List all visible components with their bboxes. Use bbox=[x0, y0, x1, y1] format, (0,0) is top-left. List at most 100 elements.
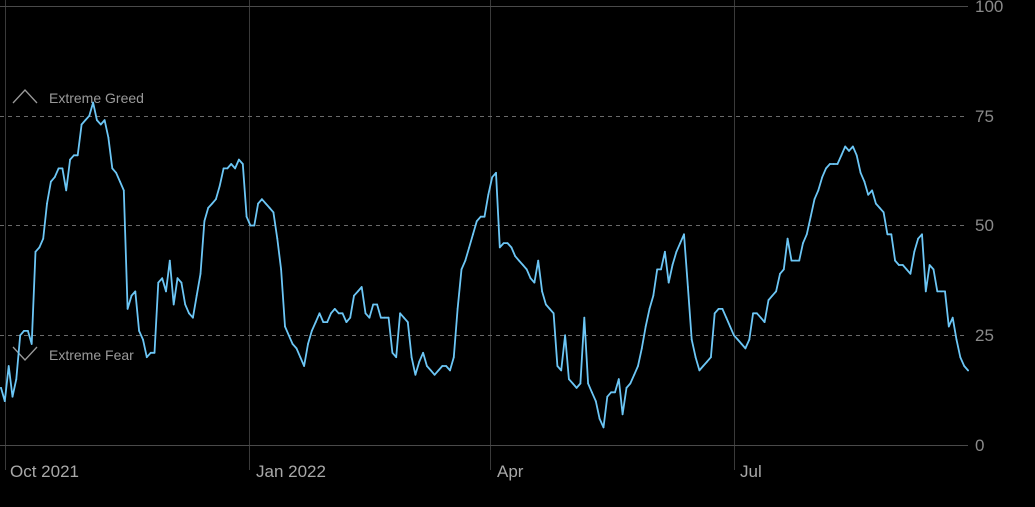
data-point bbox=[11, 395, 14, 398]
data-point bbox=[660, 268, 662, 271]
data-point bbox=[514, 255, 517, 258]
data-point bbox=[575, 387, 578, 389]
data-point bbox=[380, 316, 382, 319]
data-point bbox=[295, 347, 298, 350]
data-point bbox=[184, 303, 187, 306]
data-point bbox=[142, 338, 144, 341]
data-point bbox=[721, 308, 724, 310]
data-point bbox=[172, 303, 175, 306]
data-point bbox=[188, 312, 190, 315]
data-point bbox=[882, 211, 885, 214]
data-point bbox=[418, 360, 421, 363]
data-point bbox=[740, 343, 743, 345]
data-point bbox=[748, 338, 751, 341]
data-point bbox=[759, 316, 762, 319]
data-point bbox=[583, 316, 586, 319]
data-point bbox=[42, 237, 45, 240]
data-point bbox=[863, 180, 866, 183]
data-point bbox=[629, 382, 632, 385]
data-point bbox=[640, 347, 643, 350]
y-tick-25: 25 bbox=[975, 326, 994, 345]
data-point bbox=[276, 237, 279, 240]
data-point bbox=[967, 369, 969, 372]
data-point bbox=[951, 316, 954, 319]
data-point bbox=[683, 233, 685, 236]
data-point bbox=[736, 338, 739, 341]
data-point bbox=[917, 237, 919, 240]
data-point bbox=[487, 193, 490, 196]
data-point bbox=[449, 369, 451, 372]
data-point bbox=[410, 356, 413, 359]
y-tick-0: 0 bbox=[975, 436, 984, 455]
data-point bbox=[947, 325, 950, 328]
data-point bbox=[30, 343, 33, 345]
data-point bbox=[821, 176, 824, 179]
data-point bbox=[959, 356, 962, 359]
data-point bbox=[441, 365, 444, 367]
data-point bbox=[844, 145, 847, 148]
data-point bbox=[698, 369, 701, 372]
data-point bbox=[360, 286, 363, 288]
data-point bbox=[867, 193, 870, 196]
data-point bbox=[3, 400, 6, 402]
data-point bbox=[134, 290, 137, 293]
data-point bbox=[921, 233, 923, 236]
data-point bbox=[878, 207, 881, 209]
data-point bbox=[848, 150, 850, 152]
data-point bbox=[330, 312, 332, 315]
data-point bbox=[671, 264, 674, 266]
data-point bbox=[203, 220, 206, 223]
data-point bbox=[307, 343, 309, 345]
data-point bbox=[729, 325, 731, 328]
data-point bbox=[165, 290, 167, 293]
data-point bbox=[138, 330, 141, 332]
data-point bbox=[149, 351, 152, 354]
data-point bbox=[19, 334, 22, 337]
data-point bbox=[437, 369, 440, 372]
data-point bbox=[88, 114, 91, 117]
data-point bbox=[909, 272, 912, 275]
data-point bbox=[475, 220, 478, 223]
data-point bbox=[238, 158, 240, 161]
data-point bbox=[15, 378, 18, 380]
data-point bbox=[556, 365, 559, 367]
data-point bbox=[103, 119, 106, 121]
x-tick-jan-2022: Jan 2022 bbox=[256, 462, 326, 481]
data-point bbox=[717, 308, 720, 310]
data-point bbox=[779, 272, 781, 275]
data-point bbox=[318, 312, 321, 315]
data-point bbox=[763, 321, 766, 323]
data-point bbox=[399, 312, 401, 315]
data-point bbox=[602, 426, 605, 429]
data-point bbox=[855, 154, 858, 157]
data-point bbox=[468, 246, 471, 249]
data-point bbox=[667, 281, 670, 284]
data-point bbox=[264, 202, 267, 205]
data-point bbox=[157, 281, 160, 284]
data-point bbox=[333, 308, 336, 310]
data-point bbox=[268, 207, 271, 209]
data-point bbox=[752, 312, 754, 315]
data-point bbox=[702, 365, 705, 367]
data-point bbox=[913, 250, 916, 253]
data-point bbox=[107, 136, 110, 139]
data-point bbox=[664, 250, 666, 253]
data-point bbox=[111, 167, 114, 170]
data-point bbox=[782, 268, 785, 271]
data-point bbox=[341, 312, 344, 315]
data-point bbox=[809, 215, 812, 218]
data-point bbox=[928, 264, 931, 266]
data-point bbox=[518, 259, 520, 262]
data-point bbox=[180, 281, 183, 284]
data-point bbox=[207, 207, 210, 209]
data-point bbox=[326, 321, 329, 323]
data-point bbox=[648, 308, 651, 310]
data-point bbox=[161, 277, 164, 280]
data-point bbox=[890, 233, 893, 236]
data-point bbox=[545, 303, 547, 306]
data-points bbox=[0, 101, 969, 429]
data-point bbox=[756, 312, 758, 315]
data-point bbox=[924, 290, 927, 293]
data-point bbox=[548, 308, 551, 310]
